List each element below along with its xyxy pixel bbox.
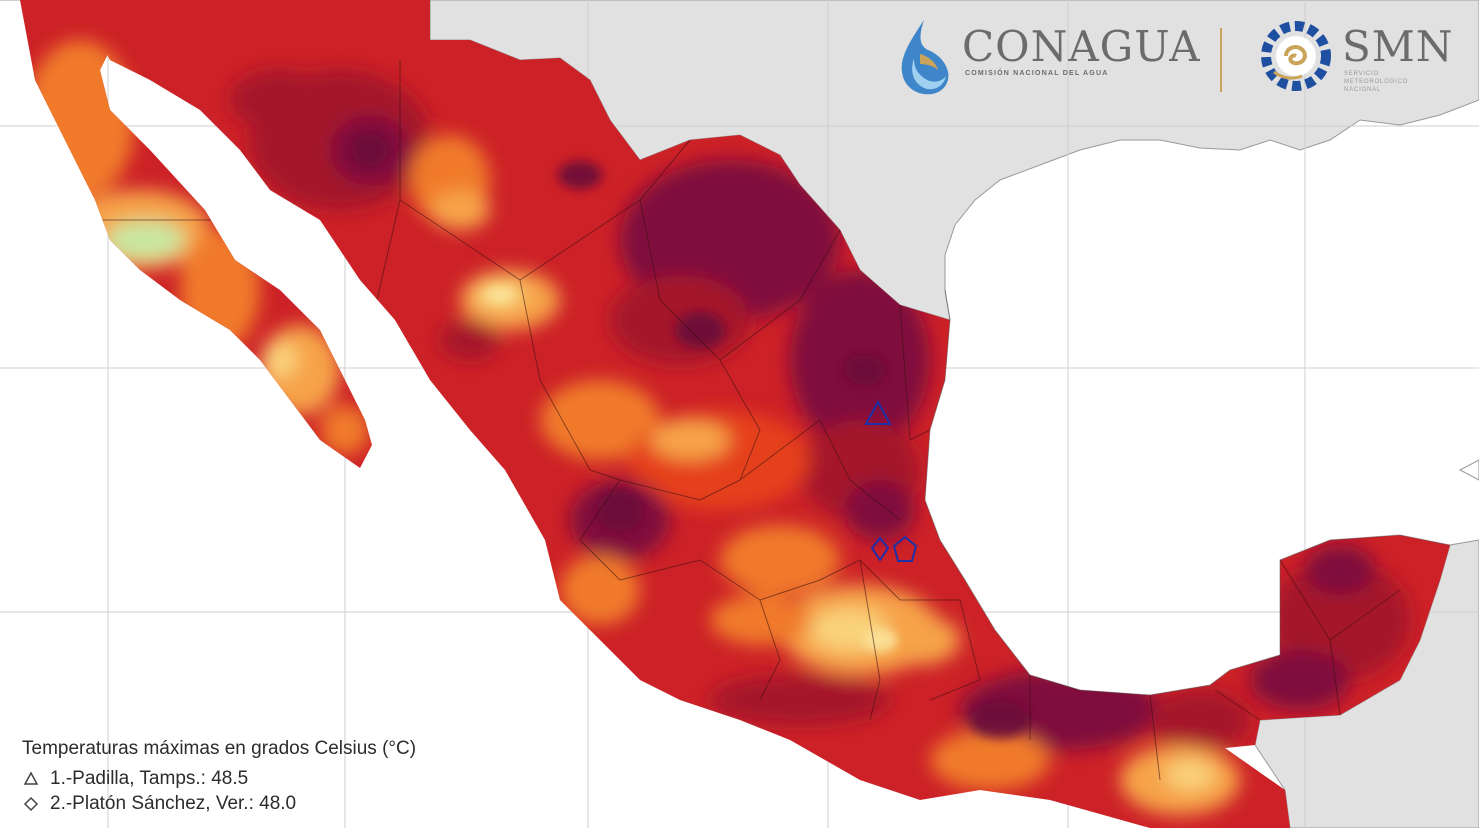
legend-item-padilla: 1.-Padilla, Tamps.: 48.5	[22, 766, 416, 791]
agency-logos: CONAGUA COMISIÓN NACIONAL DEL AGUA SMN S…	[890, 12, 1470, 102]
conagua-logo-subtitle: COMISIÓN NACIONAL DEL AGUA	[965, 70, 1109, 77]
cuba-island	[1458, 459, 1479, 481]
station-platon-sanchez-diamond	[870, 536, 890, 562]
legend-title: Temperaturas máximas en grados Celsius (…	[22, 738, 417, 759]
legend-item-label: 2.-Platón Sánchez, Ver.: 48.0	[50, 792, 297, 814]
smn-logo-subtitle: SERVICIO METEOROLÓGICO NACIONAL	[1344, 71, 1409, 93]
legend-item-label: 1.-Padilla, Tamps.: 48.5	[50, 767, 249, 789]
legend-item-platon-sanchez: 2.-Platón Sánchez, Ver.: 48.0	[22, 791, 416, 816]
conagua-drop-icon	[901, 20, 949, 95]
state-borders	[100, 60, 1401, 781]
logo-divider	[1220, 28, 1222, 92]
station-markers	[864, 399, 918, 562]
station-third-pentagon	[892, 535, 918, 562]
map-legend: Temperaturas máximas en grados Celsius (…	[22, 738, 416, 816]
triangle-icon	[23, 770, 39, 785]
smn-emblem-icon	[1261, 21, 1331, 91]
station-padilla-triangle	[864, 399, 892, 425]
conagua-logo-text: CONAGUA	[962, 22, 1201, 71]
diamond-icon	[23, 796, 39, 811]
coastline	[924, 289, 1451, 696]
smn-logo-text: SMN	[1342, 22, 1454, 71]
